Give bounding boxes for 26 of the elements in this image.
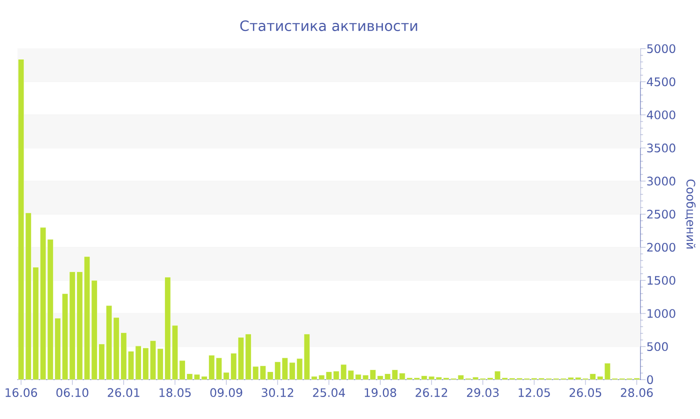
x-tick-label: 25.04 xyxy=(313,388,345,398)
x-tick-label: 26.12 xyxy=(416,388,448,398)
x-tick-label: 28.06 xyxy=(620,388,653,398)
x-tick-label: 29.03 xyxy=(466,388,499,398)
y-tick-label: 2000 xyxy=(647,243,676,252)
x-tick-label: 26.01 xyxy=(108,388,140,398)
x-tick-label: 06.10 xyxy=(56,388,88,398)
x-tick-label: 26.05 xyxy=(570,388,602,398)
y-tick-label: 3000 xyxy=(647,176,676,186)
chart-title: Статистика активности xyxy=(240,20,418,32)
y-axis-title: Сообщений xyxy=(684,180,696,249)
x-tick-label: 09.09 xyxy=(210,388,242,398)
x-tick-label: 19.08 xyxy=(364,388,396,398)
y-tick-label: 5000 xyxy=(647,44,676,54)
y-tick-label: 0 xyxy=(647,375,653,384)
y-tick-label: 3500 xyxy=(647,144,676,153)
y-tick-label: 4000 xyxy=(646,110,676,120)
y-tick-label: 1000 xyxy=(648,309,676,318)
y-tick-label: 1500 xyxy=(648,276,676,285)
y-tick-label: 4500 xyxy=(646,78,676,86)
x-tick-label: 16.06 xyxy=(6,388,38,398)
y-tick-label: 2500 xyxy=(647,210,676,219)
x-tick-label: 12.05 xyxy=(518,388,550,398)
x-tick-label: 18.05 xyxy=(160,388,191,398)
y-tick-label: 500 xyxy=(647,342,668,352)
x-tick-label: 30.12 xyxy=(262,388,294,398)
